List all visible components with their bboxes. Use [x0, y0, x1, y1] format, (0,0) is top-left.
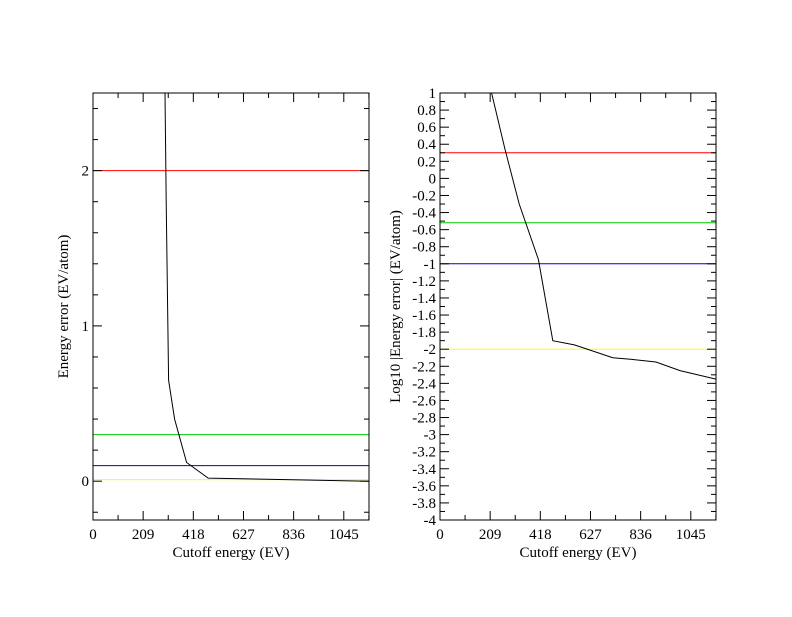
left-chart-y-tick-label: 2	[82, 164, 90, 180]
left-chart-plot-frame	[92, 92, 370, 521]
right-chart-y-tick-label: -1	[424, 257, 437, 273]
right-chart: 0 209 418 627 836 104510.80.60.40.20-0.2-0.4-…	[388, 86, 717, 561]
right-chart-x-tick-label: 1045	[676, 527, 706, 543]
right-chart-y-tick-label: -0.4	[412, 206, 436, 222]
right-chart-x-tick-label: 209	[479, 527, 502, 543]
right-chart-y-tick-label: -1.4	[412, 291, 436, 307]
right-chart-y-tick-label: 0.8	[417, 103, 436, 119]
right-chart-x-tick-label: 418	[529, 527, 552, 543]
right-chart-y-axis-label: Log10 |Energy error| (EV/atom)	[388, 210, 404, 403]
right-chart-y-tick-label: -3.6	[412, 479, 436, 495]
left-chart-x-tick-label: 627	[232, 527, 255, 543]
right-chart-y-tick-label: -4	[424, 513, 437, 529]
right-chart-x-tick-label: 836	[629, 527, 652, 543]
left-chart-x-tick-label: 418	[182, 527, 205, 543]
left-chart-series-line	[164, 93, 369, 482]
right-chart-x-tick-label: 627	[579, 527, 602, 543]
right-chart-y-tick-label: -2.4	[412, 376, 436, 392]
right-chart-y-tick-label: -2.2	[412, 359, 436, 375]
right-chart-y-tick-label: -3.8	[412, 496, 436, 512]
left-chart-x-tick-label: 1045	[329, 527, 359, 543]
right-chart-y-tick-label: 0.6	[417, 120, 436, 136]
left-chart-y-tick-label: 1	[82, 319, 90, 335]
left-chart-x-tick-label: 209	[132, 527, 155, 543]
right-chart-plot-frame	[439, 92, 717, 521]
right-chart-y-tick-label: -3.4	[412, 462, 436, 478]
left-chart-x-axis-label: Cutoff energy (EV)	[173, 545, 290, 561]
right-chart-y-tick-label: -2.8	[412, 411, 436, 427]
left-chart-x-tick-label: 836	[282, 527, 305, 543]
right-chart-y-tick-label: -0.2	[412, 188, 436, 204]
right-chart-y-tick-label: 0	[429, 171, 437, 187]
right-chart-y-tick-label: -3	[424, 428, 437, 444]
right-chart-y-tick-label: -0.8	[412, 240, 436, 256]
left-chart-x-tick-label: 0	[89, 527, 97, 543]
right-chart-series-line	[491, 93, 716, 380]
right-chart-y-tick-label: 0.4	[417, 137, 436, 153]
right-chart-x-tick-label: 0	[436, 527, 444, 543]
right-chart-y-tick-label: -3.2	[412, 445, 436, 461]
right-chart-y-tick-label: -1.8	[412, 325, 436, 341]
right-chart-y-tick-label: 1	[429, 86, 437, 102]
right-chart-y-tick-label: -2	[424, 342, 437, 358]
right-chart-y-tick-label: 0.2	[417, 154, 436, 170]
right-chart-y-tick-label: -2.6	[412, 393, 436, 409]
left-chart-y-tick-label: 0	[82, 474, 90, 490]
right-chart-y-tick-label: -1.6	[412, 308, 436, 324]
left-chart-y-axis-label: Energy error (EV/atom)	[56, 235, 72, 379]
right-chart-x-axis-label: Cutoff energy (EV)	[520, 545, 637, 561]
right-chart-y-tick-label: -1.2	[412, 274, 436, 290]
right-chart-y-tick-label: -0.6	[412, 223, 436, 239]
